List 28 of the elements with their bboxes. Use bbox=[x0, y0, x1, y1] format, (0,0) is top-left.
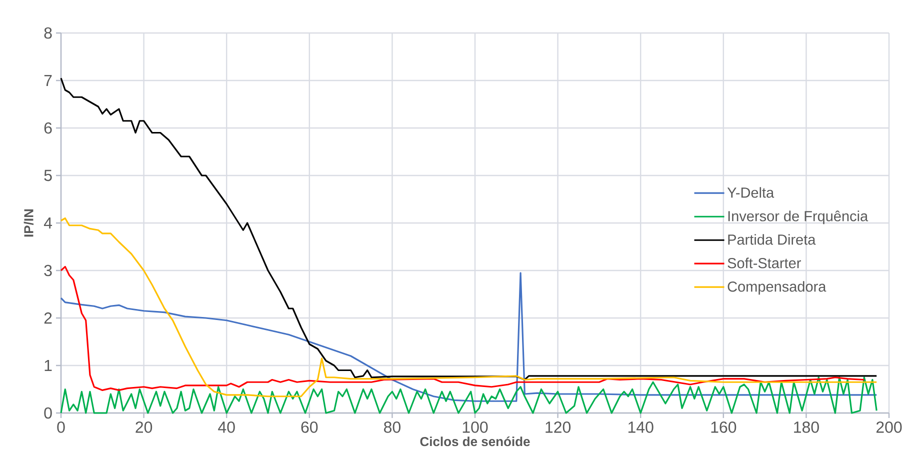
x-axis-title: Ciclos de senóide bbox=[420, 436, 530, 446]
x-tick-label: 80 bbox=[384, 422, 400, 433]
x-tick-label: 180 bbox=[794, 422, 819, 433]
x-tick-label: 140 bbox=[628, 422, 654, 433]
x-tick-label: 20 bbox=[136, 422, 152, 433]
y-tick-label: 6 bbox=[44, 122, 52, 134]
y-tick-label: 5 bbox=[44, 170, 52, 182]
legend-label: Soft-Starter bbox=[728, 258, 801, 268]
x-tick-label: 40 bbox=[218, 422, 235, 433]
x-tick-label: 200 bbox=[876, 422, 902, 433]
y-axis-title: IP/IN bbox=[24, 209, 34, 237]
x-tick-label: 60 bbox=[301, 422, 318, 433]
x-tick-label: 100 bbox=[462, 422, 488, 433]
x-tick-label: 120 bbox=[546, 422, 571, 433]
y-tick-label: 7 bbox=[44, 74, 52, 86]
y-tick-label: 8 bbox=[44, 27, 52, 39]
y-tick-label: 3 bbox=[44, 264, 52, 276]
y-tick-label: 1 bbox=[44, 360, 52, 372]
y-tick-label: 0 bbox=[44, 407, 52, 419]
legend-label: Y-Delta bbox=[727, 187, 774, 198]
x-tick-label: 0 bbox=[57, 422, 65, 433]
y-tick-label: 2 bbox=[44, 312, 52, 324]
legend-label: Inversor de Frquência bbox=[728, 210, 868, 224]
legend-label: Compensadora bbox=[728, 281, 826, 295]
x-tick-label: 160 bbox=[711, 422, 736, 433]
y-tick-label: 4 bbox=[44, 217, 52, 229]
line-series bbox=[60, 376, 878, 414]
legend-label: Partida Direta bbox=[728, 234, 816, 245]
